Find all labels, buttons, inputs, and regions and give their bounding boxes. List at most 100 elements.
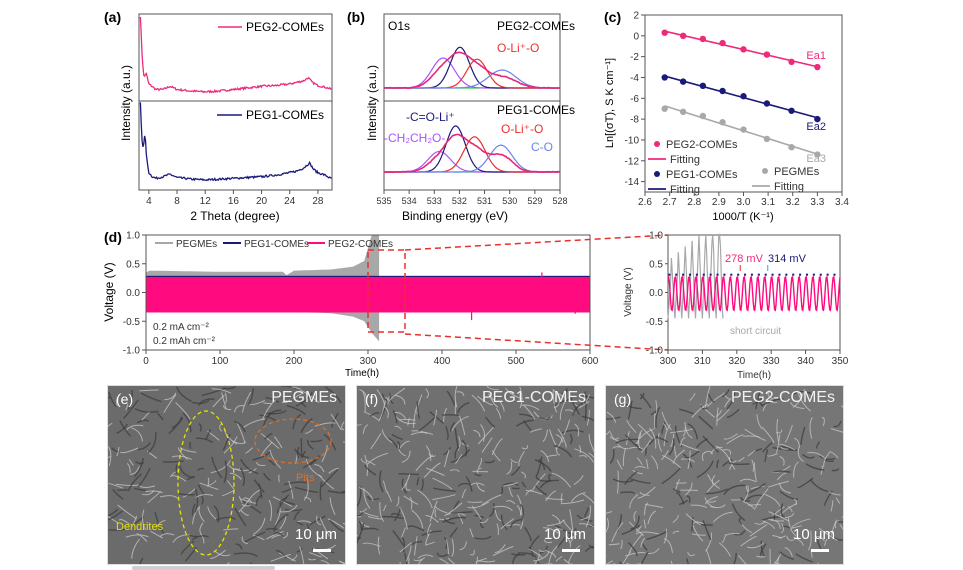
sem-texture-stroke xyxy=(731,503,746,522)
sem-texture-stroke xyxy=(243,497,252,503)
sem-texture-stroke xyxy=(451,511,473,514)
sem-texture-stroke xyxy=(706,479,720,493)
sem-texture-stroke xyxy=(672,530,680,535)
sem-texture-stroke xyxy=(234,420,246,433)
sem-texture-stroke xyxy=(303,477,309,501)
sem-texture-stroke xyxy=(252,451,271,461)
sem-texture-stroke xyxy=(357,522,365,544)
sem-texture-stroke xyxy=(137,442,151,451)
c-label-ea2: Ea2 xyxy=(806,121,826,133)
sem-texture-stroke xyxy=(240,458,259,475)
sem-texture-stroke xyxy=(399,506,408,530)
sem-texture-stroke xyxy=(534,459,552,472)
sem-texture-stroke xyxy=(134,408,159,413)
sem-texture-stroke xyxy=(366,452,389,465)
sem-texture-stroke xyxy=(404,553,408,564)
sem-texture-stroke xyxy=(548,474,552,482)
sem-texture-stroke xyxy=(685,482,693,496)
sem-texture-stroke xyxy=(306,439,314,450)
c-ytick-label: -6 xyxy=(630,94,639,105)
sem-texture-stroke xyxy=(469,527,474,538)
sem-texture-stroke xyxy=(401,527,406,538)
sem-texture-stroke xyxy=(369,412,380,417)
sem-texture-stroke xyxy=(499,402,505,412)
sem-texture-stroke xyxy=(626,419,637,433)
sem-texture-stroke xyxy=(401,450,411,463)
sem-texture-stroke xyxy=(319,481,323,501)
d-ytick-label: -1.0 xyxy=(123,346,141,357)
sem-texture-stroke xyxy=(648,435,659,446)
sem-texture-stroke xyxy=(649,427,657,449)
sem-texture-stroke xyxy=(147,490,162,504)
annotation-pits: Pits xyxy=(296,472,315,484)
sem-texture-stroke xyxy=(784,424,793,443)
sem-texture-stroke xyxy=(506,524,521,527)
sem-texture-stroke xyxy=(801,453,815,459)
sem-texture-stroke xyxy=(582,394,594,399)
sem-texture-stroke xyxy=(226,562,230,564)
sem-texture-stroke xyxy=(211,388,232,394)
scale-bar-e xyxy=(313,549,331,552)
sem-texture-stroke xyxy=(457,512,464,525)
a-ylabel: Intensity (a.u.) xyxy=(119,65,133,141)
sem-texture-stroke xyxy=(776,418,779,442)
b-xtick-label: 533 xyxy=(427,196,442,206)
sem-texture-stroke xyxy=(574,423,580,437)
sem-texture-stroke xyxy=(726,408,740,418)
sem-texture-stroke xyxy=(265,397,280,403)
c-point-peg1-comes xyxy=(814,115,821,123)
sem-texture-stroke xyxy=(367,515,383,520)
sem-texture-stroke xyxy=(299,546,305,564)
sem-texture-stroke xyxy=(413,557,426,562)
sem-texture-stroke xyxy=(624,470,638,486)
sem-texture-stroke xyxy=(830,500,834,512)
sem-texture-stroke xyxy=(500,486,504,495)
sem-texture-stroke xyxy=(263,472,271,481)
sem-texture-stroke xyxy=(268,499,273,521)
sem-texture-stroke xyxy=(771,518,781,529)
sem-texture-stroke xyxy=(539,479,559,489)
d-ylabel: Voltage (V) xyxy=(102,262,116,321)
sem-texture-stroke xyxy=(477,395,493,406)
sem-texture-stroke xyxy=(467,501,483,503)
sem-texture-stroke xyxy=(418,559,423,564)
c-xtick-label: 2.8 xyxy=(687,197,701,208)
sem-texture-stroke xyxy=(146,450,158,459)
sem-texture-stroke xyxy=(137,467,151,488)
sem-texture-stroke xyxy=(662,423,668,431)
sem-texture-stroke xyxy=(415,454,434,472)
sem-texture-stroke xyxy=(129,516,145,528)
sem-texture-stroke xyxy=(647,510,656,525)
inset-xtick-label: 310 xyxy=(694,356,711,367)
sem-texture-stroke xyxy=(624,434,644,452)
sem-texture-stroke xyxy=(477,458,483,469)
horizontal-scrollbar[interactable] xyxy=(132,566,275,570)
sem-texture-stroke xyxy=(474,473,482,477)
sem-texture-stroke xyxy=(325,386,342,404)
sem-texture-stroke xyxy=(620,540,623,549)
sem-texture-stroke xyxy=(525,489,534,496)
sem-texture-stroke xyxy=(394,394,406,405)
sem-texture-stroke xyxy=(357,516,362,518)
sem-texture-stroke xyxy=(207,477,210,487)
c-legend-marker xyxy=(654,171,660,177)
c-point-peg2-comes xyxy=(699,35,707,43)
sem-texture-stroke xyxy=(606,511,613,514)
sem-texture-stroke xyxy=(197,467,205,471)
sem-texture-stroke xyxy=(108,482,123,489)
panel-c-arrhenius: (c) Ln[(σT), S K cm⁻¹] 1000/T (K⁻¹) 2.6 2… xyxy=(604,9,849,223)
scale-bar-g xyxy=(811,549,829,552)
sem-texture-stroke xyxy=(117,504,137,520)
sem-texture-stroke xyxy=(768,480,789,488)
sem-texture-stroke xyxy=(377,536,381,555)
sem-texture-stroke xyxy=(679,437,686,447)
sem-texture-stroke xyxy=(200,533,205,544)
sem-texture-stroke xyxy=(578,445,582,454)
sem-texture-stroke xyxy=(538,549,547,553)
sem-texture-stroke xyxy=(301,450,306,458)
sem-texture-stroke xyxy=(199,482,219,490)
sem-texture-stroke xyxy=(663,528,668,544)
sem-texture-stroke xyxy=(721,533,727,544)
sem-texture-stroke xyxy=(296,446,300,459)
sem-texture-stroke xyxy=(515,419,534,427)
